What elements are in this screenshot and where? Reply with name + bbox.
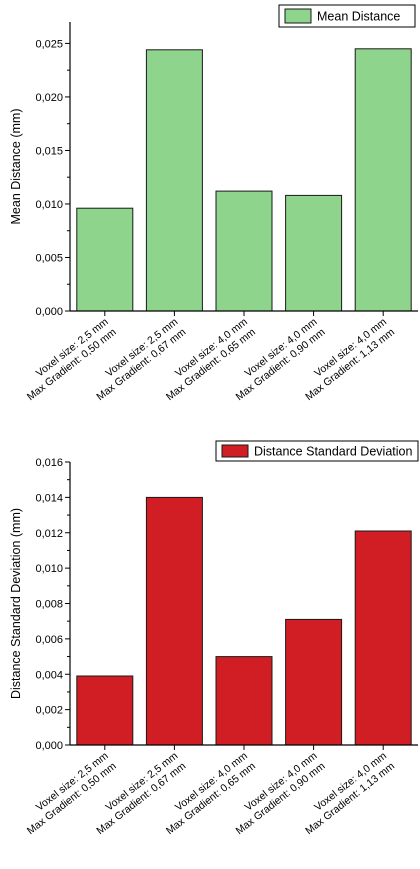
y-tick-label: 0,012 [35, 528, 63, 540]
y-tick-label: 0,004 [35, 669, 63, 681]
y-tick-label: 0,015 [35, 145, 63, 157]
bar-3 [215, 656, 273, 746]
bar-1 [76, 675, 134, 746]
y-tick-label: 0,010 [35, 563, 63, 575]
y-tick-label: 0,020 [35, 92, 63, 104]
bar-2 [145, 496, 203, 746]
bar-4 [285, 194, 343, 312]
y-tick-label: 0,002 [35, 705, 63, 717]
legend-label: Mean Distance [317, 10, 400, 24]
legend-box [278, 4, 416, 28]
y-tick-label: 0,016 [35, 457, 63, 469]
legend-swatch [284, 8, 312, 24]
y-tick-label: 0,006 [35, 634, 63, 646]
y-tick-label: 0,010 [35, 199, 63, 211]
y-tick-label: 0,000 [35, 306, 63, 318]
y-tick-label: 0,025 [35, 38, 63, 50]
legend-box [215, 440, 419, 462]
y-axis-title: Distance Standard Deviation (mm) [9, 508, 23, 699]
bar-1 [76, 207, 134, 312]
legend-label: Distance Standard Deviation [254, 445, 412, 459]
bar-5 [354, 530, 412, 746]
y-tick-label: 0,014 [35, 492, 63, 504]
legend-swatch [221, 444, 249, 458]
bar-4 [285, 618, 343, 746]
y-tick-label: 0,000 [35, 740, 63, 752]
y-axis-title: Mean Distance (mm) [9, 109, 23, 225]
bar-3 [215, 190, 273, 312]
bar-2 [145, 49, 203, 312]
y-tick-label: 0,008 [35, 599, 63, 611]
y-tick-label: 0,005 [35, 252, 63, 264]
std-deviation-chart: 0,000 0,002 0,004 0,006 0,008 0,010 0,012 0,014… [9, 440, 419, 837]
bar-5 [354, 48, 412, 312]
